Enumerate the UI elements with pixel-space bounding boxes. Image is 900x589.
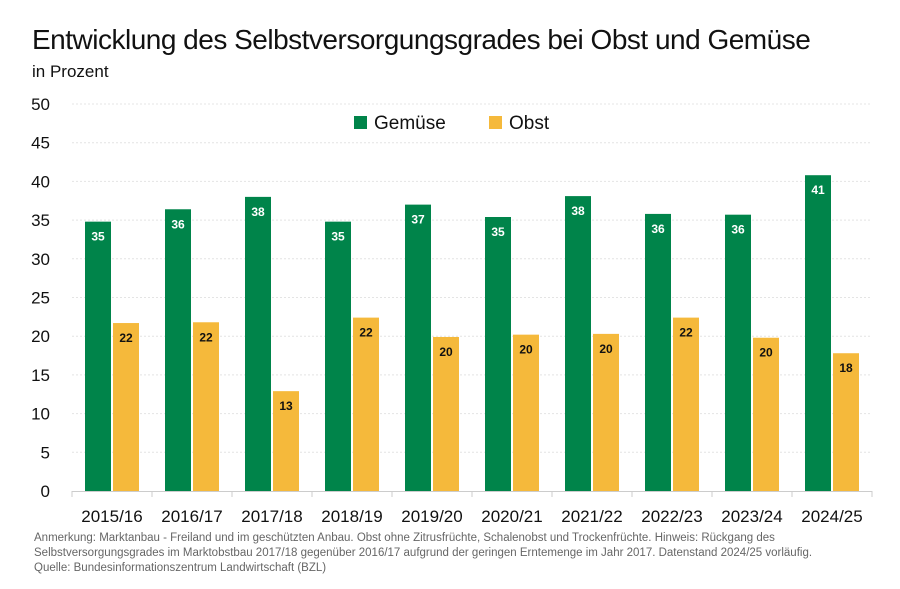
data-label: 35 xyxy=(331,230,345,244)
data-label: 18 xyxy=(839,361,853,375)
data-label: 22 xyxy=(679,326,693,340)
data-label: 38 xyxy=(571,204,585,218)
x-tick-label: 2024/25 xyxy=(801,507,862,526)
bar-gemüse xyxy=(725,214,751,491)
x-tick-label: 2019/20 xyxy=(401,507,462,526)
footnote-line: Selbstversorgungsgrades im Marktobstbau … xyxy=(34,547,813,559)
data-label: 22 xyxy=(119,331,133,345)
y-tick-label: 25 xyxy=(31,289,50,308)
data-label: 20 xyxy=(439,345,453,359)
data-label: 35 xyxy=(91,230,105,244)
x-tick-label: 2018/19 xyxy=(321,507,382,526)
y-tick-label: 40 xyxy=(31,172,50,191)
bar-obst xyxy=(753,337,779,491)
data-label: 22 xyxy=(359,326,373,340)
bar-obst xyxy=(193,322,219,491)
data-label: 36 xyxy=(171,217,185,231)
y-tick-label: 30 xyxy=(31,250,50,269)
bar-obst xyxy=(513,334,539,491)
chart-title: Entwicklung des Selbstversorgungsgrades … xyxy=(32,24,811,55)
bar-gemüse xyxy=(805,175,831,491)
data-label: 20 xyxy=(599,342,613,356)
data-label: 38 xyxy=(251,205,265,219)
y-tick-label: 45 xyxy=(31,134,50,153)
data-label: 22 xyxy=(199,330,213,344)
bar-obst xyxy=(433,336,459,491)
bar-obst xyxy=(353,317,379,491)
bar-gemüse xyxy=(165,209,191,491)
bar-obst xyxy=(113,323,139,491)
bar-gemüse xyxy=(565,196,591,491)
data-label: 20 xyxy=(519,343,533,357)
footnote: Anmerkung: Marktanbau - Freiland und im … xyxy=(34,531,894,576)
data-label: 35 xyxy=(491,225,505,239)
y-tick-label: 20 xyxy=(31,327,50,346)
bar-gemüse xyxy=(485,217,511,491)
x-tick-label: 2015/16 xyxy=(81,507,142,526)
bar-gemüse xyxy=(645,213,671,491)
x-tick-label: 2021/22 xyxy=(561,507,622,526)
bar-gemüse xyxy=(85,221,111,491)
y-tick-label: 5 xyxy=(41,443,50,462)
data-label: 36 xyxy=(651,222,665,236)
y-tick-label: 0 xyxy=(41,482,50,501)
bar-gemüse xyxy=(245,196,271,491)
legend-label: Obst xyxy=(509,113,550,134)
y-tick-label: 10 xyxy=(31,405,50,424)
footnote-source: Quelle: Bundesinformationszentrum Landwi… xyxy=(34,562,327,574)
legend-swatch-obst xyxy=(489,116,502,129)
bar-gemüse xyxy=(325,221,351,491)
bar-obst xyxy=(833,353,859,491)
x-tick-label: 2016/17 xyxy=(161,507,222,526)
bar-obst xyxy=(673,317,699,491)
y-tick-label: 50 xyxy=(31,95,50,114)
bar-obst xyxy=(273,391,299,491)
bar-gemüse xyxy=(405,204,431,491)
y-tick-label: 35 xyxy=(31,211,50,230)
bar-obst xyxy=(593,333,619,491)
data-label: 36 xyxy=(731,223,745,237)
footnote-line: Anmerkung: Marktanbau - Freiland und im … xyxy=(34,532,775,544)
data-label: 41 xyxy=(811,183,825,197)
chart-subtitle: in Prozent xyxy=(32,62,109,81)
legend-swatch-gemüse xyxy=(354,116,367,129)
y-tick-label: 15 xyxy=(31,366,50,385)
legend-label: Gemüse xyxy=(374,113,446,134)
data-label: 20 xyxy=(759,346,773,360)
x-tick-label: 2023/24 xyxy=(721,507,782,526)
x-tick-label: 2022/23 xyxy=(641,507,702,526)
data-label: 37 xyxy=(411,213,425,227)
x-tick-label: 2020/21 xyxy=(481,507,542,526)
x-tick-label: 2017/18 xyxy=(241,507,302,526)
data-label: 13 xyxy=(279,399,293,413)
